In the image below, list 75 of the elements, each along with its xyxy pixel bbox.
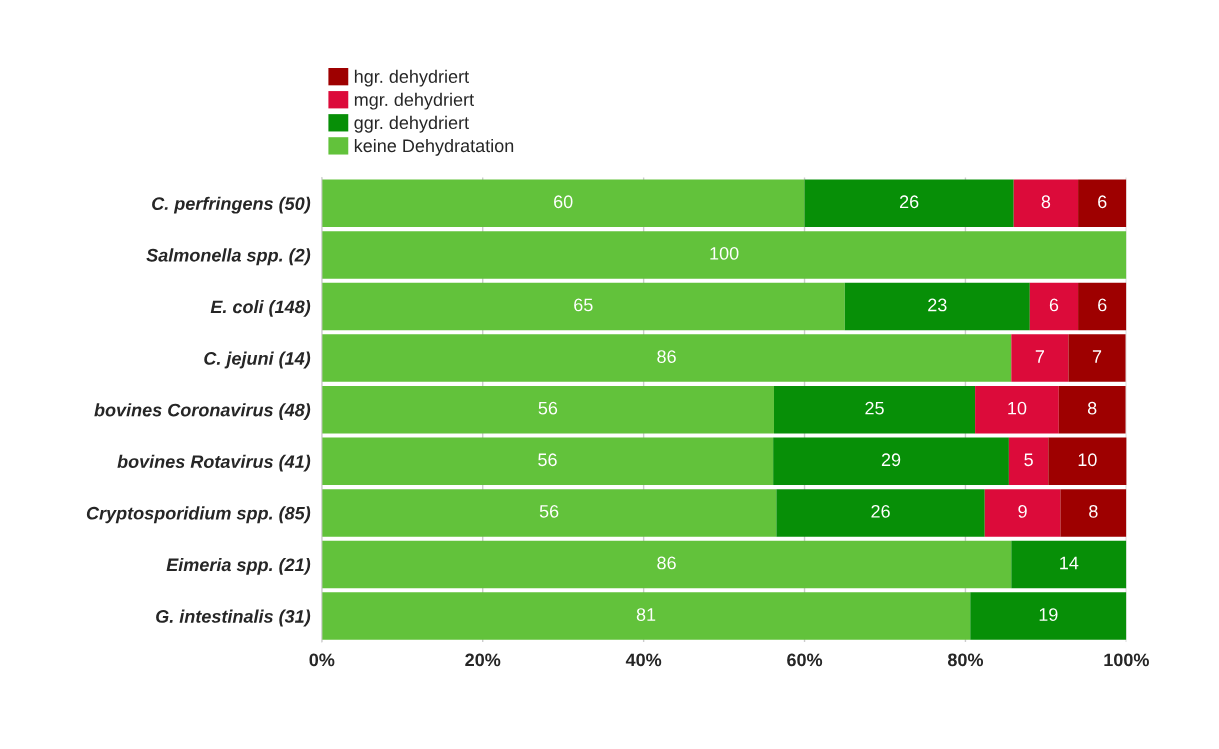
bar xyxy=(1029,282,1079,331)
x-tick-label: 40% xyxy=(625,653,662,667)
data-label: 26 xyxy=(900,195,919,209)
y-tick-label: C. perfringens (50) xyxy=(152,196,311,214)
data-label: 86 xyxy=(657,556,676,570)
bar xyxy=(321,282,845,331)
data-label: 23 xyxy=(928,298,947,312)
y-tick-label: bovines Coronavirus (48) xyxy=(94,403,311,420)
bar xyxy=(321,489,777,537)
bar xyxy=(1060,489,1127,537)
data-label: 6 xyxy=(1049,298,1059,312)
y-tick-label: Salmonella spp. (2) xyxy=(146,248,311,266)
data-label: 86 xyxy=(657,350,676,363)
bar xyxy=(1008,437,1049,486)
data-label: 56 xyxy=(539,504,559,518)
bar xyxy=(321,540,1012,589)
data-label: 14 xyxy=(1060,556,1079,570)
data-label: 25 xyxy=(865,401,884,415)
y-tick-label: Cryptosporidium spp. (85) xyxy=(86,506,311,524)
bar xyxy=(975,385,1059,434)
bar xyxy=(321,592,971,640)
data-label: 65 xyxy=(574,298,593,312)
y-tick-label: Eimeria spp. (21) xyxy=(166,557,311,575)
legend-label: mgr. dehydriert xyxy=(354,92,474,110)
data-label: 56 xyxy=(538,401,558,415)
data-label: 8 xyxy=(1089,504,1098,518)
bar xyxy=(844,282,1030,331)
data-label: 7 xyxy=(1092,350,1102,363)
bar xyxy=(1011,540,1127,589)
bar xyxy=(773,437,1009,486)
data-label: 26 xyxy=(871,504,890,518)
bar xyxy=(776,489,985,537)
bar xyxy=(1068,334,1126,382)
y-tick-label: C. jejuni (14) xyxy=(204,351,311,369)
x-tick-label: 100% xyxy=(1104,653,1149,667)
bar xyxy=(1011,334,1069,382)
bar xyxy=(804,179,1014,228)
bar xyxy=(1078,179,1127,228)
legend-label: hgr. dehydriert xyxy=(354,69,469,87)
data-label: 10 xyxy=(1008,401,1027,415)
legend-label: ggr. dehydriert xyxy=(354,115,469,133)
bar xyxy=(321,437,774,486)
data-label: 8 xyxy=(1087,401,1097,415)
legend-label: keine Dehydratation xyxy=(354,138,514,156)
data-label: 6 xyxy=(1098,195,1107,209)
bar xyxy=(970,592,1127,640)
bar xyxy=(321,334,1012,382)
bar xyxy=(1078,282,1127,331)
data-label: 56 xyxy=(538,453,557,467)
bar xyxy=(1048,437,1127,486)
bar xyxy=(984,489,1061,537)
data-label: 29 xyxy=(881,453,901,467)
bar xyxy=(773,385,976,434)
y-tick-label: G. intestinalis (31) xyxy=(156,609,311,627)
bar xyxy=(321,231,1127,279)
data-label: 9 xyxy=(1018,504,1027,518)
x-tick-label: 0% xyxy=(309,653,335,667)
bar xyxy=(321,179,805,228)
data-label: 5 xyxy=(1024,453,1033,467)
data-label: 8 xyxy=(1041,195,1051,209)
y-tick-label: E. coli (148) xyxy=(210,299,311,317)
bar xyxy=(1058,385,1126,434)
data-label: 6 xyxy=(1098,298,1107,312)
data-label: 100 xyxy=(710,246,739,260)
bar xyxy=(321,385,774,434)
data-label: 60 xyxy=(554,195,573,209)
data-label: 7 xyxy=(1035,350,1044,363)
y-tick-label: bovines Rotavirus (41) xyxy=(117,454,311,472)
data-label: 81 xyxy=(636,608,656,621)
bar xyxy=(1013,179,1079,228)
data-label: 10 xyxy=(1078,453,1097,467)
x-tick-label: 20% xyxy=(465,653,501,667)
data-label: 19 xyxy=(1039,608,1058,621)
x-tick-label: 80% xyxy=(947,653,984,667)
x-tick-label: 60% xyxy=(787,653,823,667)
